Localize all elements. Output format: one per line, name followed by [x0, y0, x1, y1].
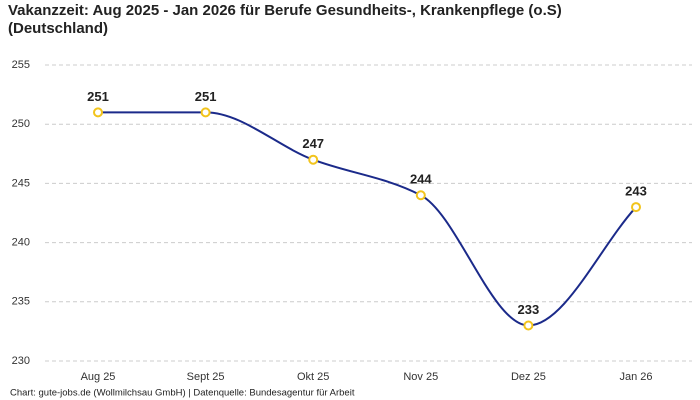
- chart-title: Vakanzzeit: Aug 2025 - Jan 2026 für Beru…: [8, 2, 562, 19]
- data-label: 251: [87, 89, 109, 104]
- x-tick-label: Aug 25: [81, 371, 116, 383]
- y-tick-label: 230: [12, 355, 30, 367]
- chart-subtitle: (Deutschland): [8, 20, 108, 37]
- marker: [523, 320, 534, 331]
- marker: [631, 202, 641, 213]
- x-tick-label: Dez 25: [511, 371, 546, 383]
- x-tick-label: Nov 25: [403, 371, 438, 383]
- marker: [200, 107, 211, 118]
- x-tick-label: Jan 26: [619, 371, 652, 383]
- marker: [93, 107, 103, 118]
- x-tick-label: Sept 25: [187, 371, 225, 383]
- marker: [308, 154, 319, 165]
- y-tick-label: 245: [12, 177, 30, 189]
- y-tick-label: 255: [12, 59, 30, 71]
- y-tick-label: 250: [12, 118, 30, 130]
- line: [97, 111, 637, 327]
- y-tick-label: 240: [12, 237, 30, 249]
- data-label: 244: [410, 172, 432, 187]
- y-tick-label: 235: [12, 296, 30, 308]
- x-tick-label: Okt 25: [297, 371, 329, 383]
- footer: Chart: gute-jobs.de (Wollmilchsau GmbH) …: [10, 388, 355, 399]
- data-label: 233: [518, 302, 540, 317]
- data-label: 251: [195, 89, 217, 104]
- marker: [415, 190, 426, 201]
- data-label: 243: [625, 184, 647, 199]
- data-label: 247: [302, 136, 324, 151]
